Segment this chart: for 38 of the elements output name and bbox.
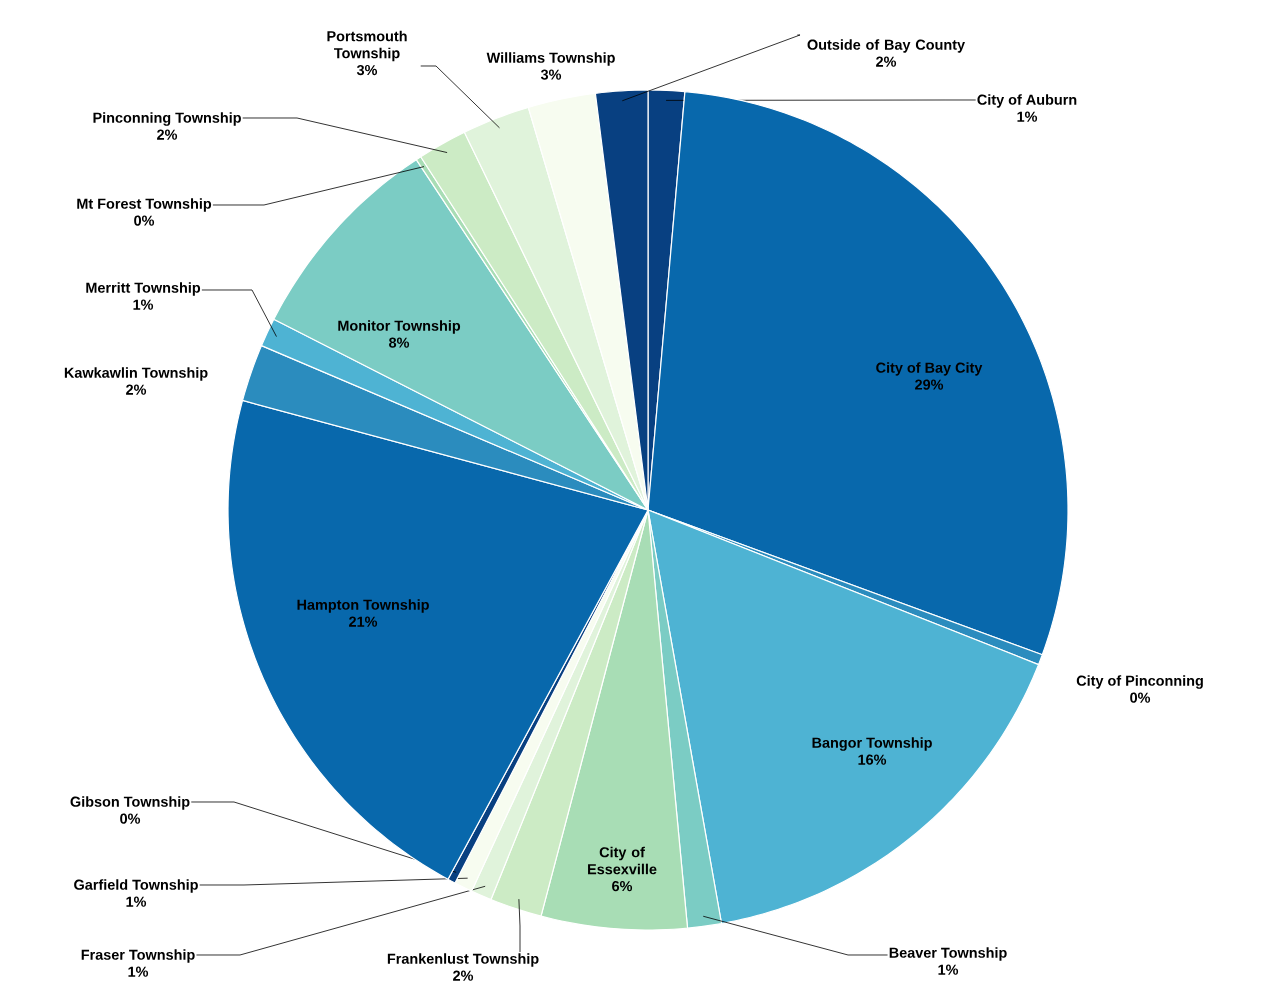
data-label: 2% [453,970,474,981]
data-label: 29% [915,379,944,390]
slice-label: Gibson Township [70,796,190,810]
data-label: 1% [133,299,154,310]
data-label: 1% [1017,111,1038,122]
data-label: 2% [126,384,147,395]
slice-label: Hampton Township [297,599,429,613]
slice-label: Beaver Township [889,947,1007,961]
data-label: 2% [157,129,178,140]
data-label: 16% [858,754,887,765]
data-label: 1% [938,964,959,975]
data-label: 3% [540,69,562,80]
slice-label: City of Essexville [588,846,657,875]
data-label: 0% [1130,692,1151,703]
data-label: 3% [356,64,378,76]
data-label: 0% [120,813,141,824]
slice-label: Bangor Township [812,737,932,751]
slice-label: Merritt Township [86,282,201,296]
data-label: 6% [612,881,633,892]
slice-label: Kawkawlin Township [64,367,208,381]
data-label: 21% [349,616,378,627]
slice-label: Garfield Township [74,879,198,893]
data-label: 2% [876,56,897,67]
data-label: 1% [128,966,149,977]
data-label: 1% [126,896,147,907]
data-label: 0% [134,215,155,226]
slice-label: Fraser Township [81,949,195,963]
slice-label: Outside of Bay County [807,39,965,53]
slice-label: Portsmouth Township [327,30,407,62]
slice-label: City of Auburn [977,94,1077,108]
slice-label: City of Bay City [876,362,983,376]
slice-label: Frankenlust Township [387,953,539,967]
slice-label: City of Pinconning [1076,675,1203,689]
data-label: 8% [389,337,410,348]
slice-label: Mt Forest Township [77,198,212,212]
slice-label: Monitor Township [338,320,461,334]
slice-label: Williams Township [486,52,615,66]
slice-label: Pinconning Township [93,112,241,126]
